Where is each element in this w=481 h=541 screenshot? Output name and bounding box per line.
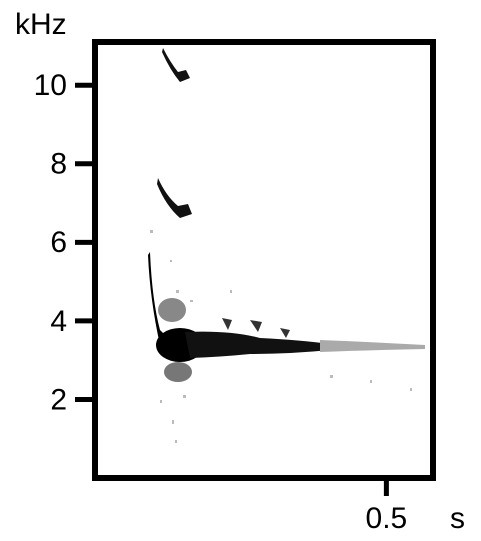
y-unit: kHz (15, 8, 67, 41)
y-tick-label: 2 (50, 383, 67, 416)
y-tick-label: 4 (50, 305, 67, 338)
harmonic-trace (162, 48, 190, 82)
call-trace (158, 298, 186, 322)
y-tick-label: 8 (50, 148, 67, 181)
plot-frame (92, 39, 436, 481)
spectrogram-image (148, 48, 425, 443)
call-trace (320, 340, 425, 352)
call-trace (222, 318, 290, 338)
harmonic-trace (157, 178, 192, 218)
y-tick-label: 10 (34, 69, 67, 102)
noise (150, 230, 412, 443)
call-trace (164, 362, 192, 382)
y-tick-label: 6 (50, 226, 67, 259)
x-unit: s (450, 502, 465, 535)
call-trace (185, 331, 330, 358)
x-tick-label: 0.5 (366, 502, 408, 535)
call-trace (148, 252, 170, 345)
